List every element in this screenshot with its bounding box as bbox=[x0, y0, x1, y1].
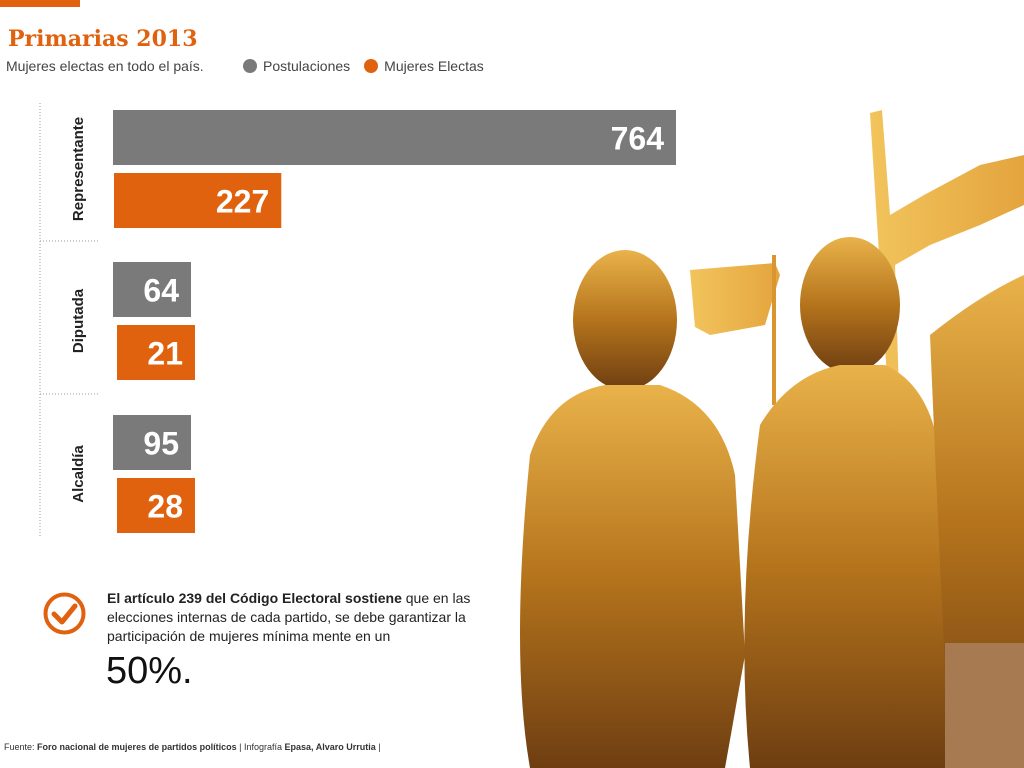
top-accent-bar bbox=[0, 0, 80, 7]
data-label-postulaciones-diputada: 64 bbox=[143, 273, 179, 309]
footer-source-label: Fuente: bbox=[4, 742, 35, 752]
bar-postulaciones-diputada bbox=[113, 262, 191, 317]
legal-note-body: que en las elecciones internas de cada p… bbox=[107, 590, 471, 644]
legal-note: El artículo 239 del Código Electoral sos… bbox=[107, 589, 487, 646]
bar-mujeres-electas-alcaldia bbox=[117, 478, 195, 533]
legend-item-mujeres-electas: Mujeres Electas bbox=[364, 58, 484, 74]
legend: Postulaciones Mujeres Electas bbox=[243, 58, 498, 74]
women-photo-illustration bbox=[520, 110, 1024, 768]
footer-source: Foro nacional de mujeres de partidos pol… bbox=[37, 742, 237, 752]
legal-note-percentage: 50%. bbox=[106, 650, 193, 692]
footer-credits: Fuente: Foro nacional de mujeres de part… bbox=[4, 742, 381, 752]
bar-mujeres-electas-representante bbox=[114, 173, 282, 228]
data-label-postulaciones-alcaldia: 95 bbox=[143, 426, 179, 462]
category-label-alcaldia: Alcaldía bbox=[70, 445, 87, 503]
bar-postulaciones-representante bbox=[113, 110, 676, 165]
legend-item-postulaciones: Postulaciones bbox=[243, 58, 350, 74]
bar-chart: Representante 764 227 Diputada 64 21 Alcaldía 9… bbox=[39, 103, 676, 538]
legal-note-bold: El artículo 239 del Código Electoral sos… bbox=[107, 590, 402, 606]
data-label-mujeres-electas-alcaldia: 28 bbox=[147, 489, 183, 525]
footer-separator-1: | bbox=[239, 742, 242, 752]
footer-separator-2: | bbox=[378, 742, 381, 752]
data-label-mujeres-electas-diputada: 21 bbox=[147, 336, 183, 372]
legend-label-postulaciones: Postulaciones bbox=[263, 58, 351, 74]
bar-mujeres-electas-diputada bbox=[117, 325, 195, 380]
chart-subtitle: Mujeres electas en todo el país. bbox=[6, 58, 204, 74]
footer-credit: Epasa, Alvaro Urrutia bbox=[284, 742, 376, 752]
category-label-representante: Representante bbox=[70, 117, 87, 221]
data-label-postulaciones-representante: 764 bbox=[611, 121, 665, 157]
checkmark-icon bbox=[43, 592, 86, 635]
chart-title: Primarias 2013 bbox=[8, 26, 198, 52]
legend-label-mujeres-electas: Mujeres Electas bbox=[384, 58, 484, 74]
footer-credit-label: Infografía bbox=[243, 742, 282, 752]
category-label-diputada: Diputada bbox=[70, 288, 87, 353]
legend-swatch-postulaciones bbox=[243, 59, 257, 73]
data-label-mujeres-electas-representante: 227 bbox=[216, 184, 269, 220]
legend-swatch-mujeres-electas bbox=[364, 59, 379, 73]
bar-postulaciones-alcaldia bbox=[113, 415, 191, 470]
